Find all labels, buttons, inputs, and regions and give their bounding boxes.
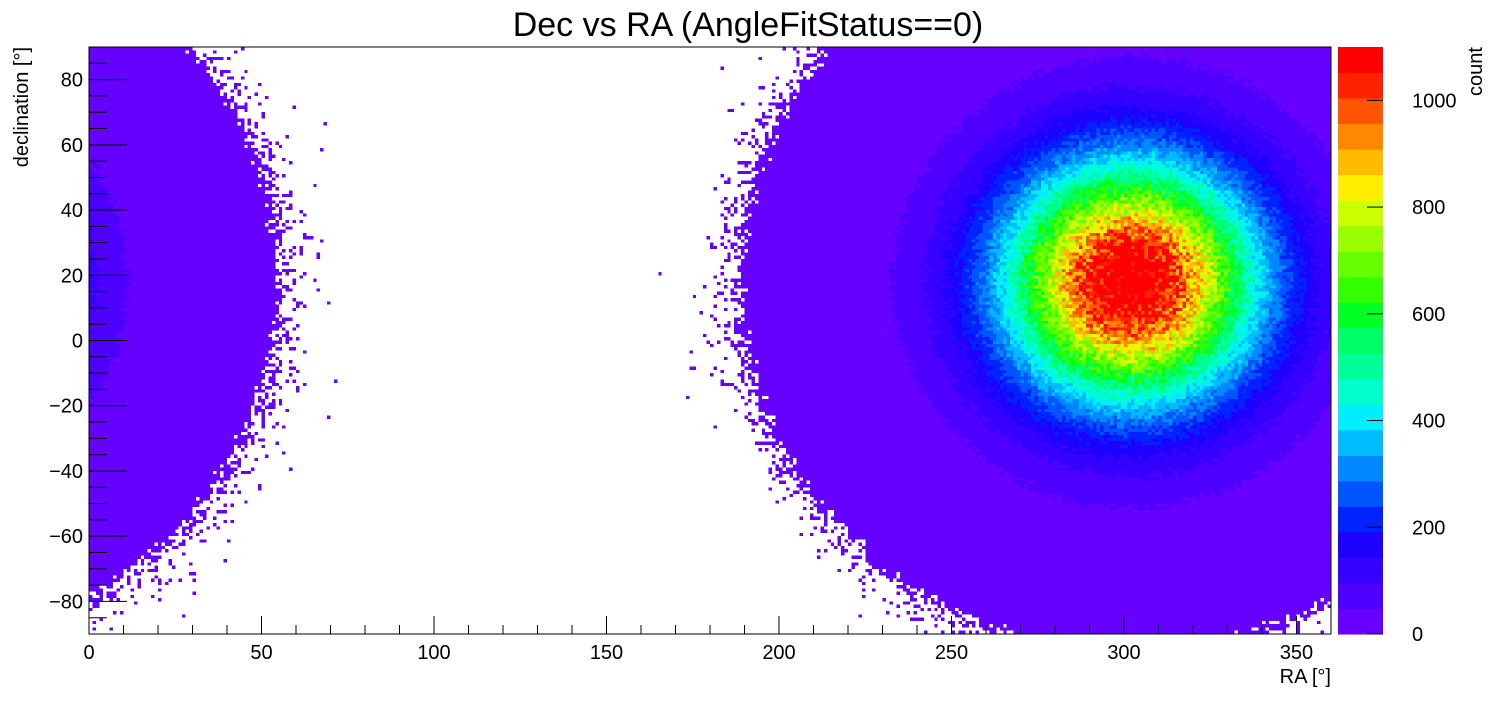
colorbar-segment <box>1338 200 1383 227</box>
colorbar-tick-label: 0 <box>1412 624 1423 646</box>
colorbar-segment <box>1338 480 1383 507</box>
colorbar-segment <box>1338 72 1383 99</box>
y-tick-label: 0 <box>72 331 83 353</box>
colorbar-segment <box>1338 582 1383 609</box>
colorbar-tick-label: 800 <box>1412 197 1445 219</box>
x-tick-label: 300 <box>1107 642 1140 664</box>
x-tick-label: 200 <box>762 642 795 664</box>
colorbar-segment <box>1338 506 1383 533</box>
y-tick-label: 80 <box>61 70 83 92</box>
y-tick-label: 40 <box>61 200 83 222</box>
colorbar-segment <box>1338 531 1383 558</box>
x-tick-label: 350 <box>1280 642 1313 664</box>
colorbar-segment <box>1338 251 1383 278</box>
colorbar-segment <box>1338 557 1383 584</box>
heatmap-image <box>89 47 1331 634</box>
colorbar-segment <box>1338 98 1383 125</box>
colorbar-segment <box>1338 149 1383 176</box>
y-axis-title: declination [°] <box>11 47 33 167</box>
x-tick-label: 50 <box>250 642 272 664</box>
x-tick-label: 100 <box>417 642 450 664</box>
colorbar-segment <box>1338 455 1383 482</box>
colorbar-segment <box>1338 225 1383 252</box>
colorbar-segment <box>1338 123 1383 150</box>
colorbar-tick-label: 600 <box>1412 304 1445 326</box>
y-tick-label: −80 <box>49 591 83 613</box>
colorbar-tick-label: 1000 <box>1412 90 1457 112</box>
x-tick-label: 0 <box>83 642 94 664</box>
y-tick-label: −60 <box>49 526 83 548</box>
y-tick-label: −40 <box>49 461 83 483</box>
colorbar-segment <box>1338 378 1383 405</box>
y-tick-label: 60 <box>61 135 83 157</box>
colorbar: 0 200 400 600 800 1000 <box>1338 47 1457 646</box>
colorbar-segment <box>1338 327 1383 354</box>
colorbar-segment <box>1338 429 1383 456</box>
y-tick-label: 20 <box>61 265 83 287</box>
heatmap-layer <box>89 47 1331 634</box>
x-axis-title: RA [°] <box>1280 666 1331 688</box>
colorbar-segment <box>1338 608 1383 635</box>
colorbar-segment <box>1338 47 1383 74</box>
colorbar-title: count <box>1465 47 1487 96</box>
x-tick-label: 250 <box>935 642 968 664</box>
x-tick-label: 150 <box>590 642 623 664</box>
colorbar-tick-label: 200 <box>1412 517 1445 539</box>
y-tick-label: −20 <box>49 396 83 418</box>
colorbar-segment <box>1338 353 1383 380</box>
colorbar-segment <box>1338 174 1383 201</box>
colorbar-segment <box>1338 302 1383 329</box>
x-axis: 0 50 100 150 200 250 300 350 <box>83 616 1332 664</box>
chart-title: Dec vs RA (AngleFitStatus==0) <box>513 6 984 44</box>
colorbar-tick-label: 400 <box>1412 411 1445 433</box>
y-axis: −80 −60 −40 −20 0 20 40 60 80 <box>49 46 127 635</box>
colorbar-segment <box>1338 276 1383 303</box>
colorbar-segment <box>1338 404 1383 431</box>
